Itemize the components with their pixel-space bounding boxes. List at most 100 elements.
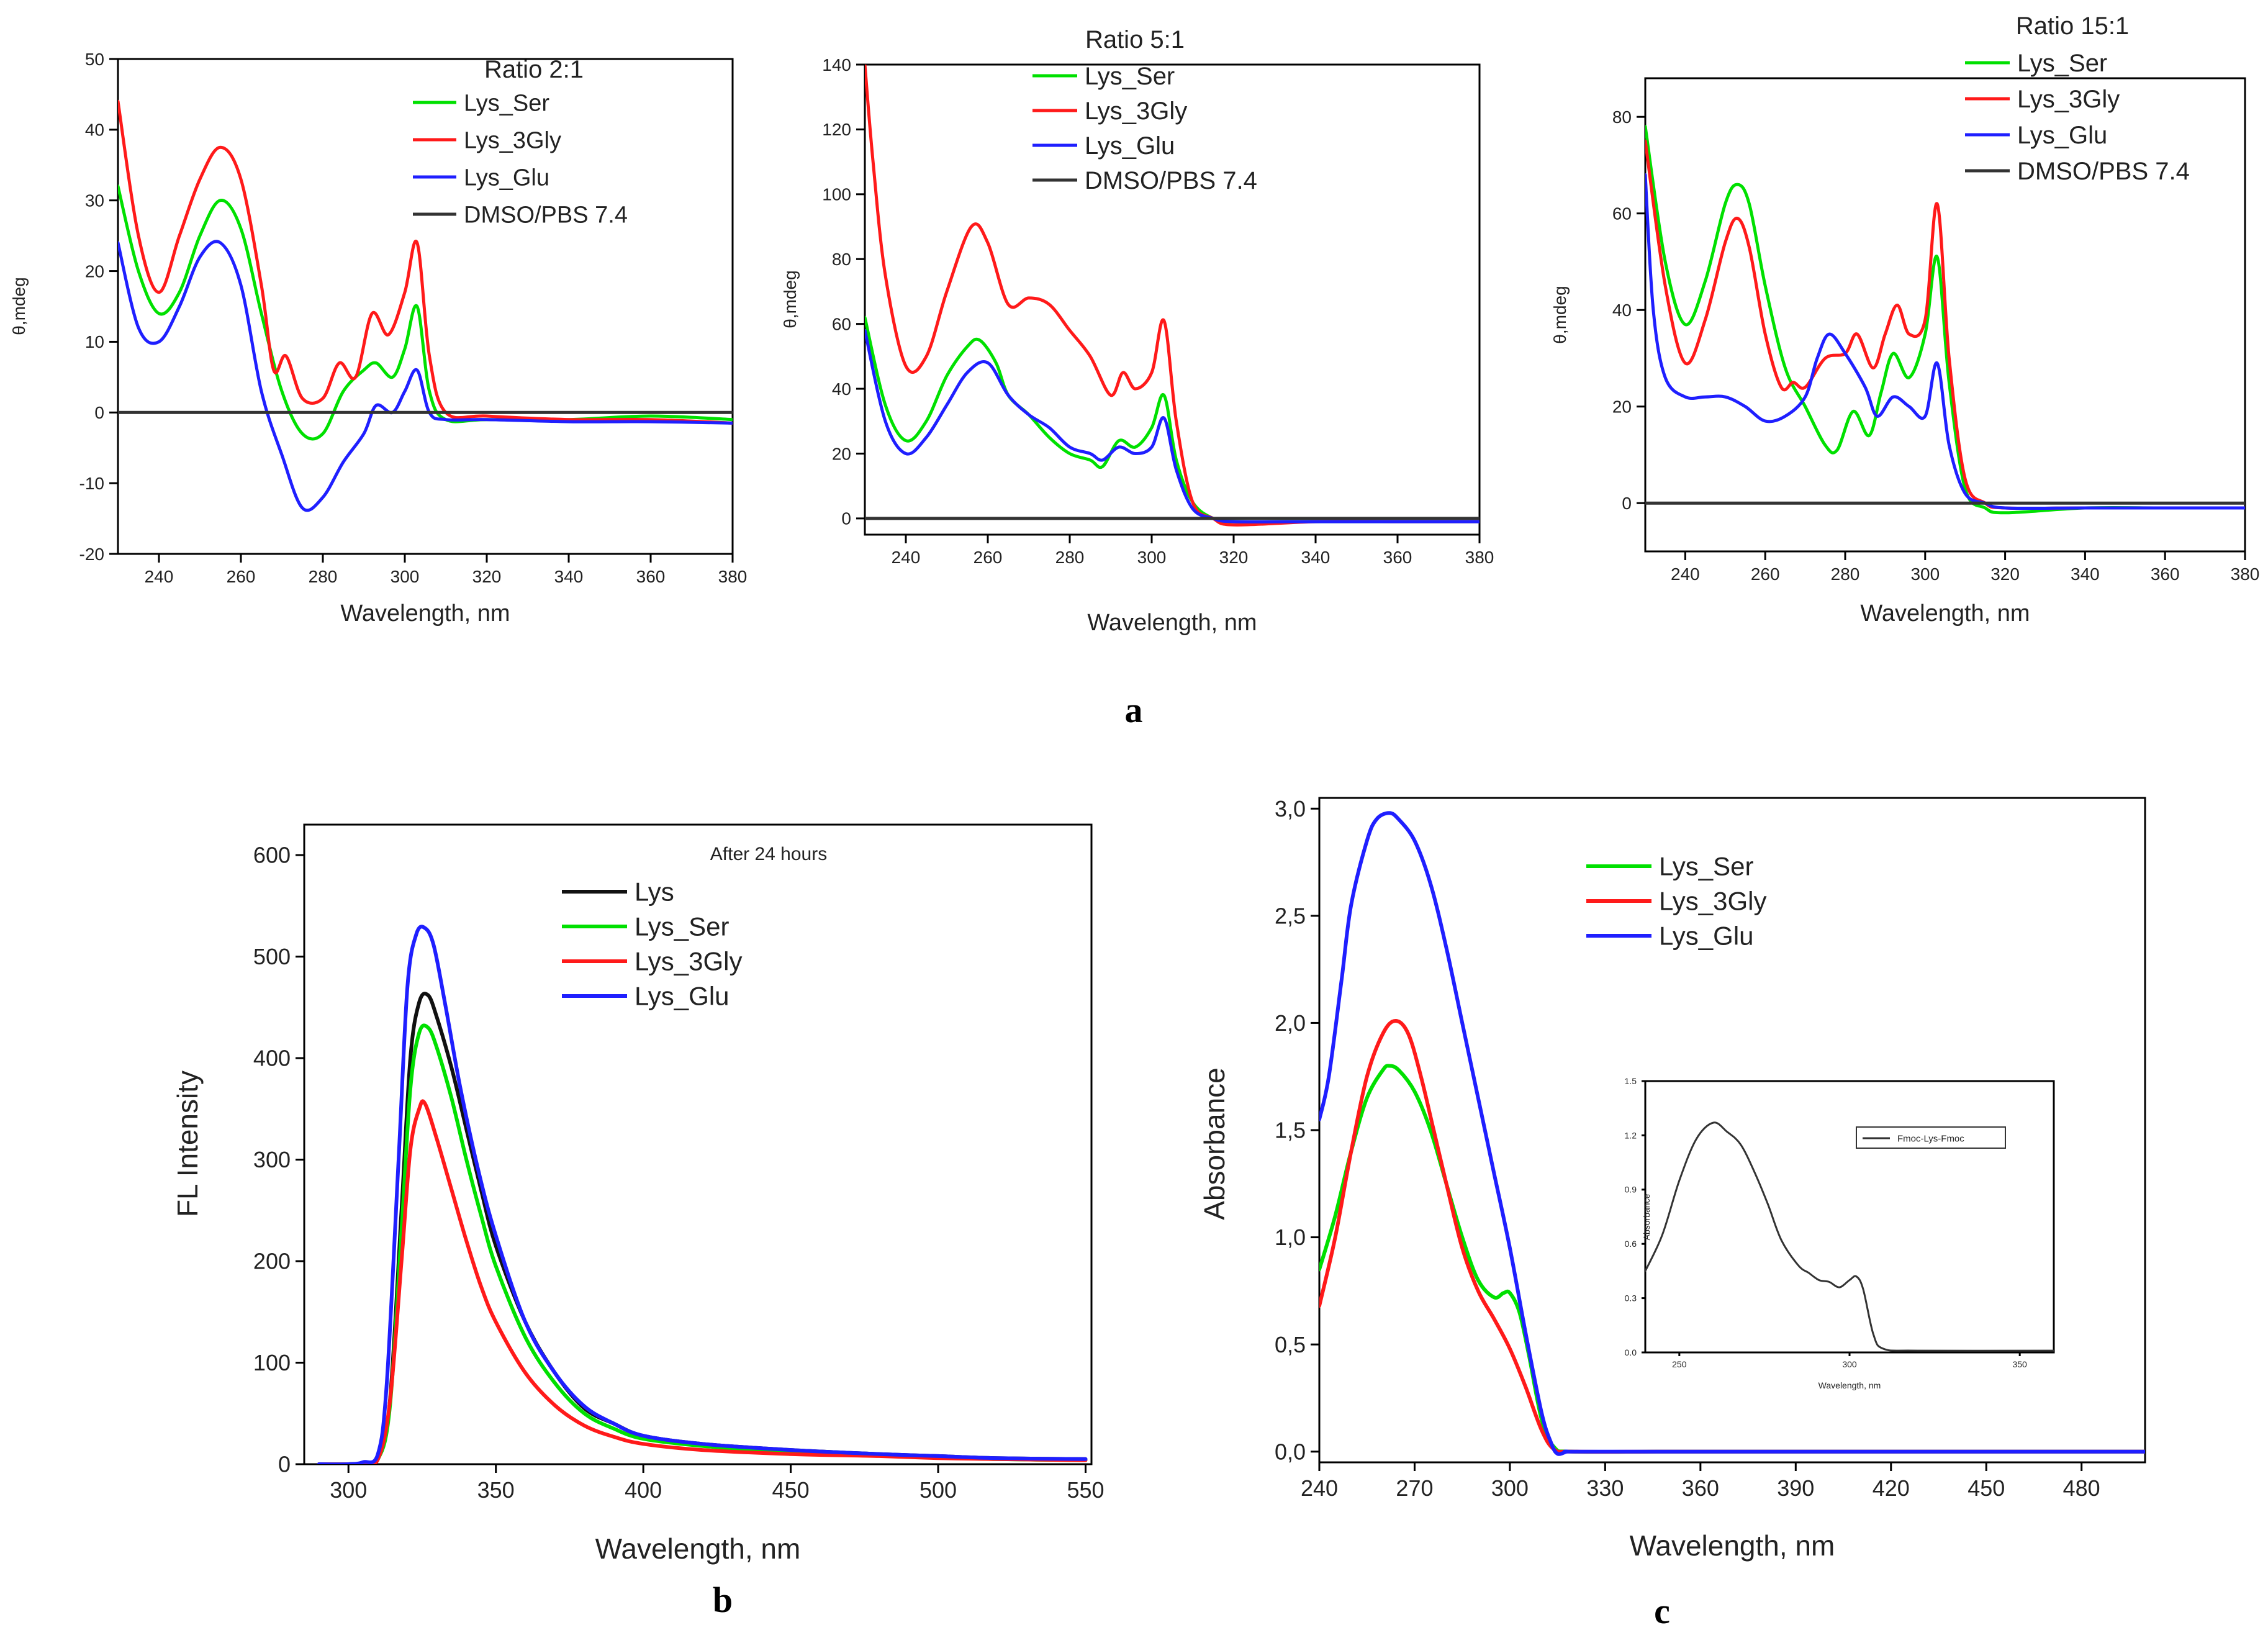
y-tick-label: 40 <box>1612 301 1632 320</box>
series-line-lys-glu <box>865 328 1480 523</box>
x-tick-label: 260 <box>227 567 256 586</box>
y-tick-label: 50 <box>85 50 104 69</box>
y-tick-label: 0 <box>278 1452 291 1477</box>
x-tick-label: 380 <box>718 567 748 586</box>
y-tick-label: 1,5 <box>1275 1118 1306 1143</box>
x-tick-label: 280 <box>1831 564 1860 584</box>
y-tick-label: -20 <box>79 545 104 564</box>
y-tick-label: 3,0 <box>1275 796 1306 822</box>
y-tick-label: 80 <box>1612 107 1632 127</box>
y-tick-label: 20 <box>832 444 851 463</box>
series-line-lys-ser <box>1319 1064 2145 1454</box>
y-tick-label: 200 <box>253 1249 291 1274</box>
y-tick-label: 0.0 <box>1625 1347 1637 1357</box>
legend-label: DMSO/PBS 7.4 <box>464 202 628 228</box>
series-group <box>865 65 1480 527</box>
y-tick-label: 0.9 <box>1625 1185 1637 1195</box>
series-line-lys-glu <box>1645 173 2245 510</box>
panel-label-c: c <box>1654 1591 1670 1631</box>
y-tick-label: 0,0 <box>1275 1439 1306 1464</box>
y-tick-label: 0.6 <box>1625 1239 1637 1249</box>
x-axis-title: Wavelength, nm <box>595 1533 801 1565</box>
x-tick-label: 260 <box>974 548 1003 567</box>
x-tick-label: 300 <box>1137 548 1167 567</box>
x-tick-label: 420 <box>1873 1475 1910 1501</box>
chart-cd-ratio-5-1: 240 260 280 300 320 340 360 380 0 20 40 60 80 100 120 1… <box>780 26 1494 636</box>
y-tick-label: 30 <box>85 191 104 211</box>
x-tick-label: 240 <box>1301 1475 1338 1501</box>
chart-title: Ratio 15:1 <box>2016 12 2129 40</box>
legend-label: Lys_Ser <box>1659 852 1754 881</box>
plot-frame <box>303 823 1093 1465</box>
x-tick-label: 280 <box>1055 548 1085 567</box>
series-group <box>1645 1121 2054 1352</box>
x-tick-label: 300 <box>330 1477 367 1503</box>
y-tick-label: -10 <box>79 474 104 493</box>
x-tick-label: 450 <box>772 1477 810 1503</box>
legend-label: Lys_Ser <box>2017 50 2107 77</box>
x-tick-label: 320 <box>1990 564 2020 584</box>
y-tick-label: 120 <box>822 120 851 139</box>
chart-fluorescence: 300 350 400 450 500 550 0 100 200 300 400 500 600 Wav… <box>171 823 1105 1565</box>
x-tick-label: 260 <box>1751 564 1780 584</box>
series-line-lys-glu <box>1319 811 2145 1456</box>
plot-frame <box>1644 1080 2055 1354</box>
x-tick-label: 300 <box>1910 564 1940 584</box>
x-tick-label: 550 <box>1067 1477 1104 1503</box>
x-tick-label: 380 <box>1465 548 1494 567</box>
x-tick-label: 400 <box>625 1477 662 1503</box>
legend-label: Lys_Glu <box>2017 122 2107 149</box>
y-tick-label: 40 <box>832 379 851 399</box>
y-axis-title: Absorbance <box>1198 1067 1231 1220</box>
y-axis-title: Absorbance <box>1642 1193 1651 1240</box>
x-tick-label: 350 <box>477 1477 515 1503</box>
y-tick-label: 1.2 <box>1625 1130 1637 1140</box>
x-axis-title: Wavelength, nm <box>1087 610 1257 636</box>
x-tick-label: 280 <box>309 567 338 586</box>
x-axis-title: Wavelength, nm <box>1818 1380 1881 1390</box>
y-tick-label: 0.3 <box>1625 1293 1637 1303</box>
series-line-lys <box>317 992 1088 1464</box>
chart-title: After 24 hours <box>710 844 827 864</box>
y-tick-label: 600 <box>253 843 291 868</box>
x-tick-label: 390 <box>1777 1475 1814 1501</box>
legend-label: Lys_Ser <box>635 912 730 941</box>
x-tick-label: 500 <box>919 1477 957 1503</box>
y-axis-title: θ,mdeg <box>1550 286 1570 343</box>
y-tick-label: 40 <box>85 120 104 140</box>
y-tick-label: 100 <box>822 185 851 204</box>
y-axis-title: θ,mdeg <box>780 270 800 328</box>
y-tick-label: 60 <box>832 314 851 333</box>
series-group <box>1319 811 2145 1456</box>
plot-frame <box>117 58 734 555</box>
series-group <box>317 925 1088 1464</box>
series-line-lys-ser <box>317 1023 1088 1464</box>
y-axis-title: FL Intensity <box>171 1071 204 1217</box>
y-tick-label: 0 <box>841 509 851 528</box>
x-tick-label: 380 <box>2231 564 2260 584</box>
x-tick-label: 350 <box>2012 1359 2027 1369</box>
x-tick-label: 270 <box>1396 1475 1433 1501</box>
x-tick-label: 300 <box>391 567 420 586</box>
y-tick-label: 400 <box>253 1046 291 1071</box>
legend-label: Lys_3Gly <box>1659 887 1767 916</box>
x-tick-label: 360 <box>636 567 666 586</box>
x-tick-label: 360 <box>2151 564 2180 584</box>
legend-label: Lys_Glu <box>1085 132 1175 160</box>
legend-label: Lys_Ser <box>464 90 549 116</box>
series-group <box>1645 125 2245 515</box>
x-tick-label: 360 <box>1682 1475 1719 1501</box>
y-tick-label: 500 <box>253 944 291 969</box>
chart-absorbance: 240 270 300 330 360 390 420 450 480 0,0 0,5 1,0 1,5 2… <box>1198 796 2146 1562</box>
x-tick-label: 340 <box>554 567 584 586</box>
series-line-lys-ser <box>1645 125 2245 515</box>
chart-title: Ratio 2:1 <box>484 56 584 83</box>
x-tick-label: 240 <box>1671 564 1700 584</box>
legend-label: Fmoc-Lys-Fmoc <box>1897 1133 1964 1144</box>
y-tick-label: 1,0 <box>1275 1225 1306 1250</box>
y-tick-label: 300 <box>253 1147 291 1172</box>
x-axis-title: Wavelength, nm <box>1860 600 2030 627</box>
x-axis-title: Wavelength, nm <box>1630 1529 1835 1562</box>
legend-label: Lys_3Gly <box>1085 97 1187 125</box>
